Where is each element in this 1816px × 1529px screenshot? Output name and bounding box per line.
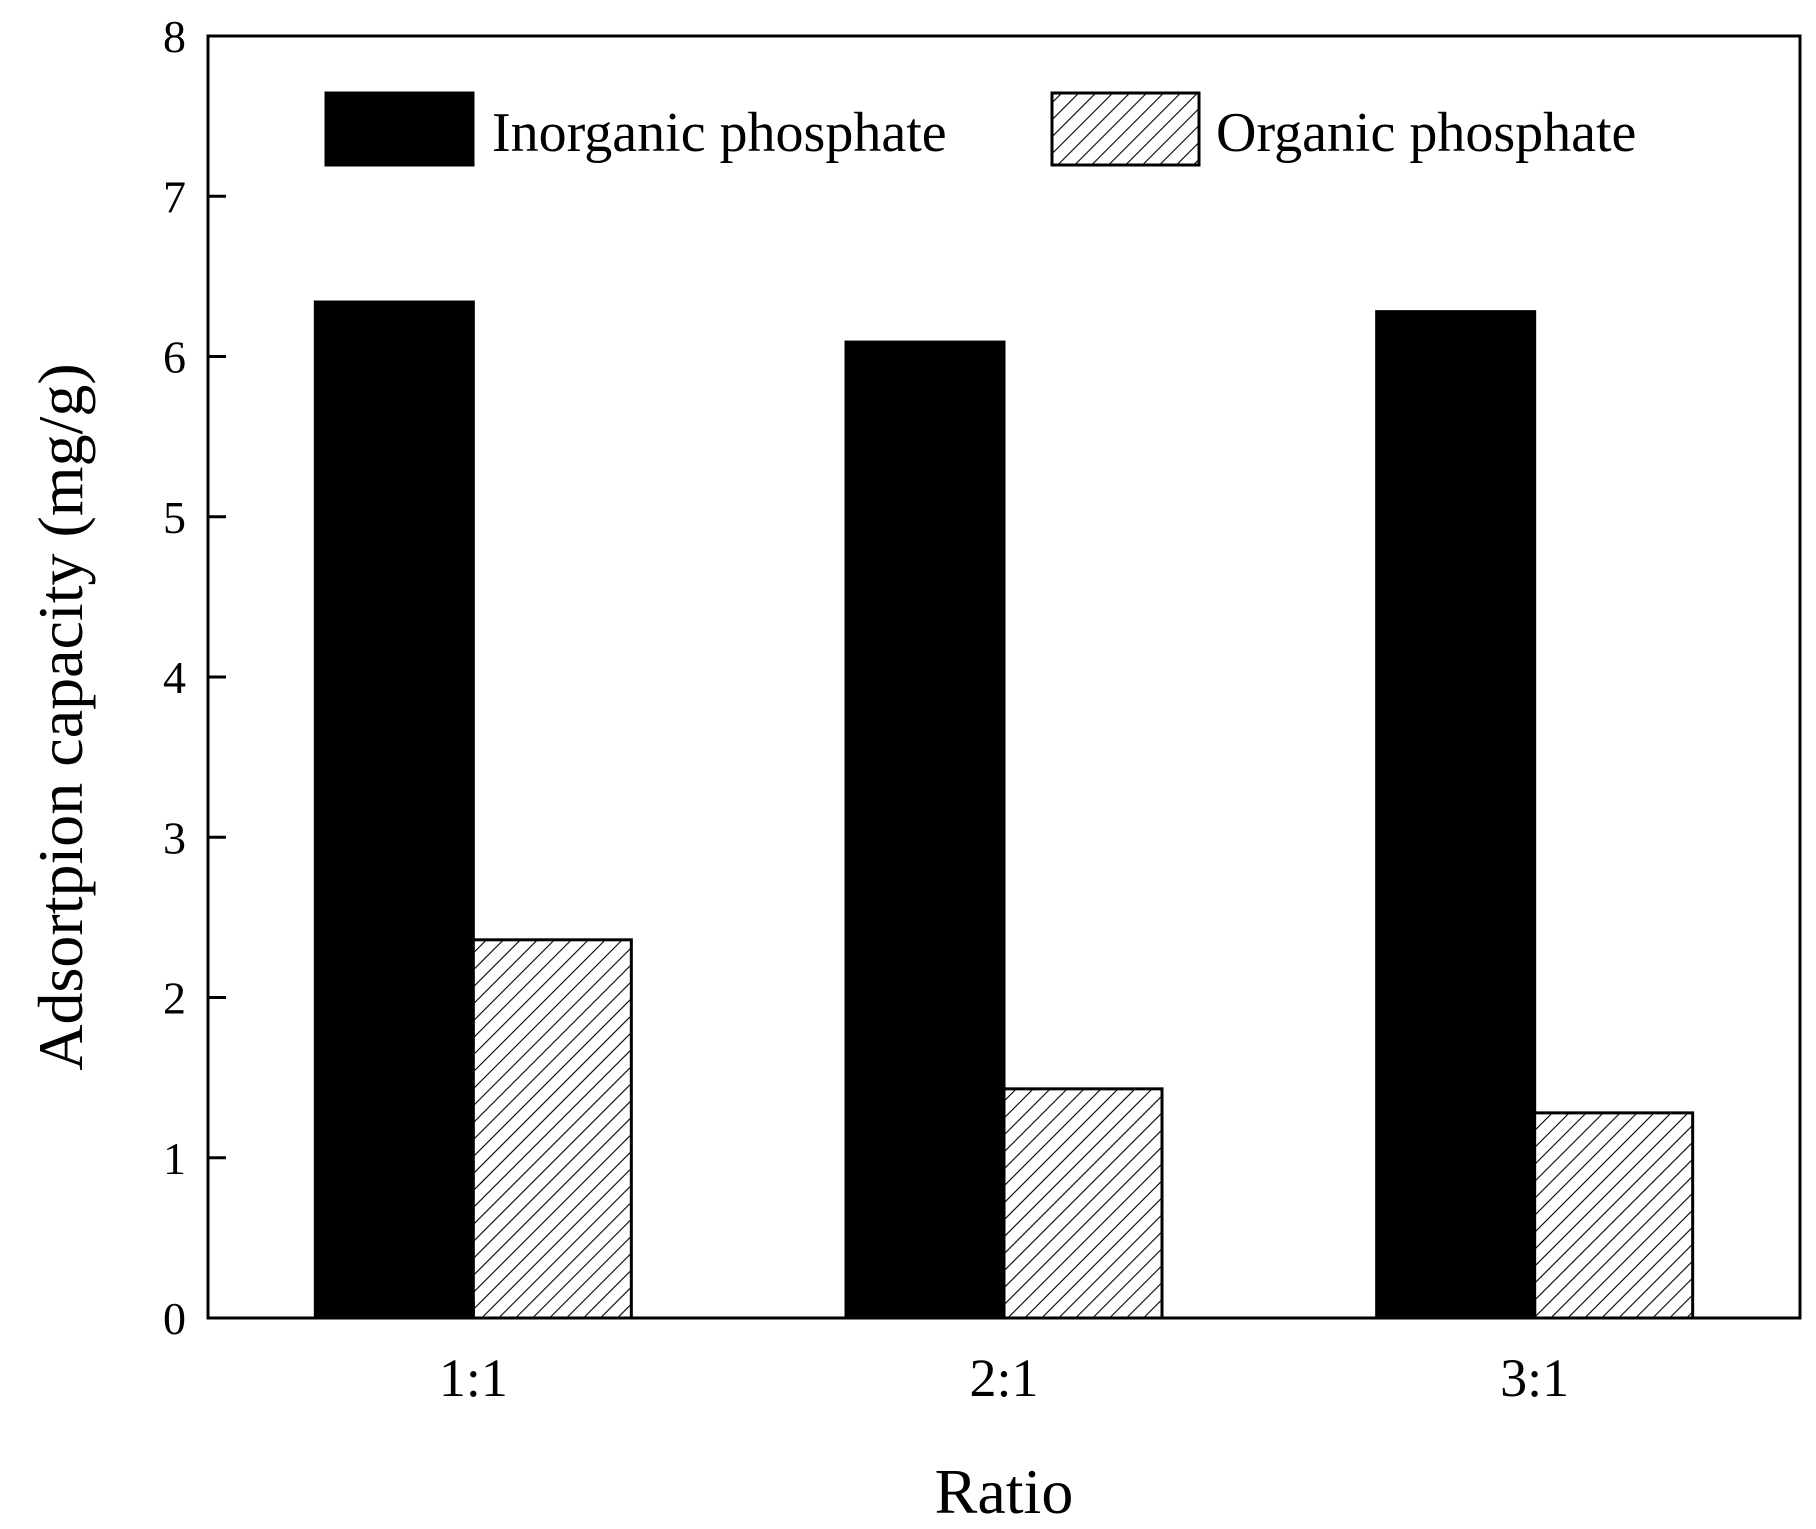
y-tick-label: 8 bbox=[163, 11, 186, 62]
y-tick-label: 6 bbox=[163, 332, 186, 383]
y-axis-title: Adsortpion capacity (mg/g) bbox=[25, 363, 96, 1070]
legend-swatch-organic-phosphate bbox=[1050, 91, 1201, 167]
y-tick-label: 5 bbox=[163, 492, 186, 543]
y-tick-label: 2 bbox=[163, 973, 186, 1024]
y-tick-label: 3 bbox=[163, 812, 186, 863]
legend-swatch-inorganic-phosphate bbox=[324, 91, 475, 167]
x-tick-label: 2:1 bbox=[969, 1348, 1038, 1408]
y-ticks-group: 0 1 2 3 4 5 6 7 8 bbox=[163, 11, 226, 1344]
x-axis-title: Ratio bbox=[935, 1456, 1074, 1527]
bar-inorganic-phosphate-3-1 bbox=[1375, 310, 1537, 1320]
bar-inorganic-phosphate-2-1 bbox=[844, 340, 1006, 1320]
bar-inorganic-phosphate-1-1 bbox=[313, 300, 475, 1320]
x-tick-label: 3:1 bbox=[1500, 1348, 1569, 1408]
y-tick-label: 4 bbox=[163, 652, 186, 703]
bars-group bbox=[313, 300, 1695, 1320]
x-tick-label: 1:1 bbox=[439, 1348, 508, 1408]
legend-label-inorganic-phosphate: Inorganic phosphate bbox=[492, 102, 947, 164]
y-tick-label: 1 bbox=[163, 1133, 186, 1184]
legend-label-organic-phosphate: Organic phosphate bbox=[1216, 102, 1636, 164]
legend: Inorganic phosphate Organic phosphate bbox=[324, 91, 1636, 167]
bar-organic-phosphate-2-1 bbox=[1002, 1087, 1164, 1320]
bar-organic-phosphate-3-1 bbox=[1533, 1111, 1695, 1320]
y-tick-label: 7 bbox=[163, 171, 186, 222]
plot-frame bbox=[206, 34, 1802, 1320]
y-tick-label: 0 bbox=[163, 1293, 186, 1344]
x-ticks-group: 1:1 2:1 3:1 bbox=[439, 1300, 1569, 1408]
bar-organic-phosphate-1-1 bbox=[471, 938, 633, 1320]
